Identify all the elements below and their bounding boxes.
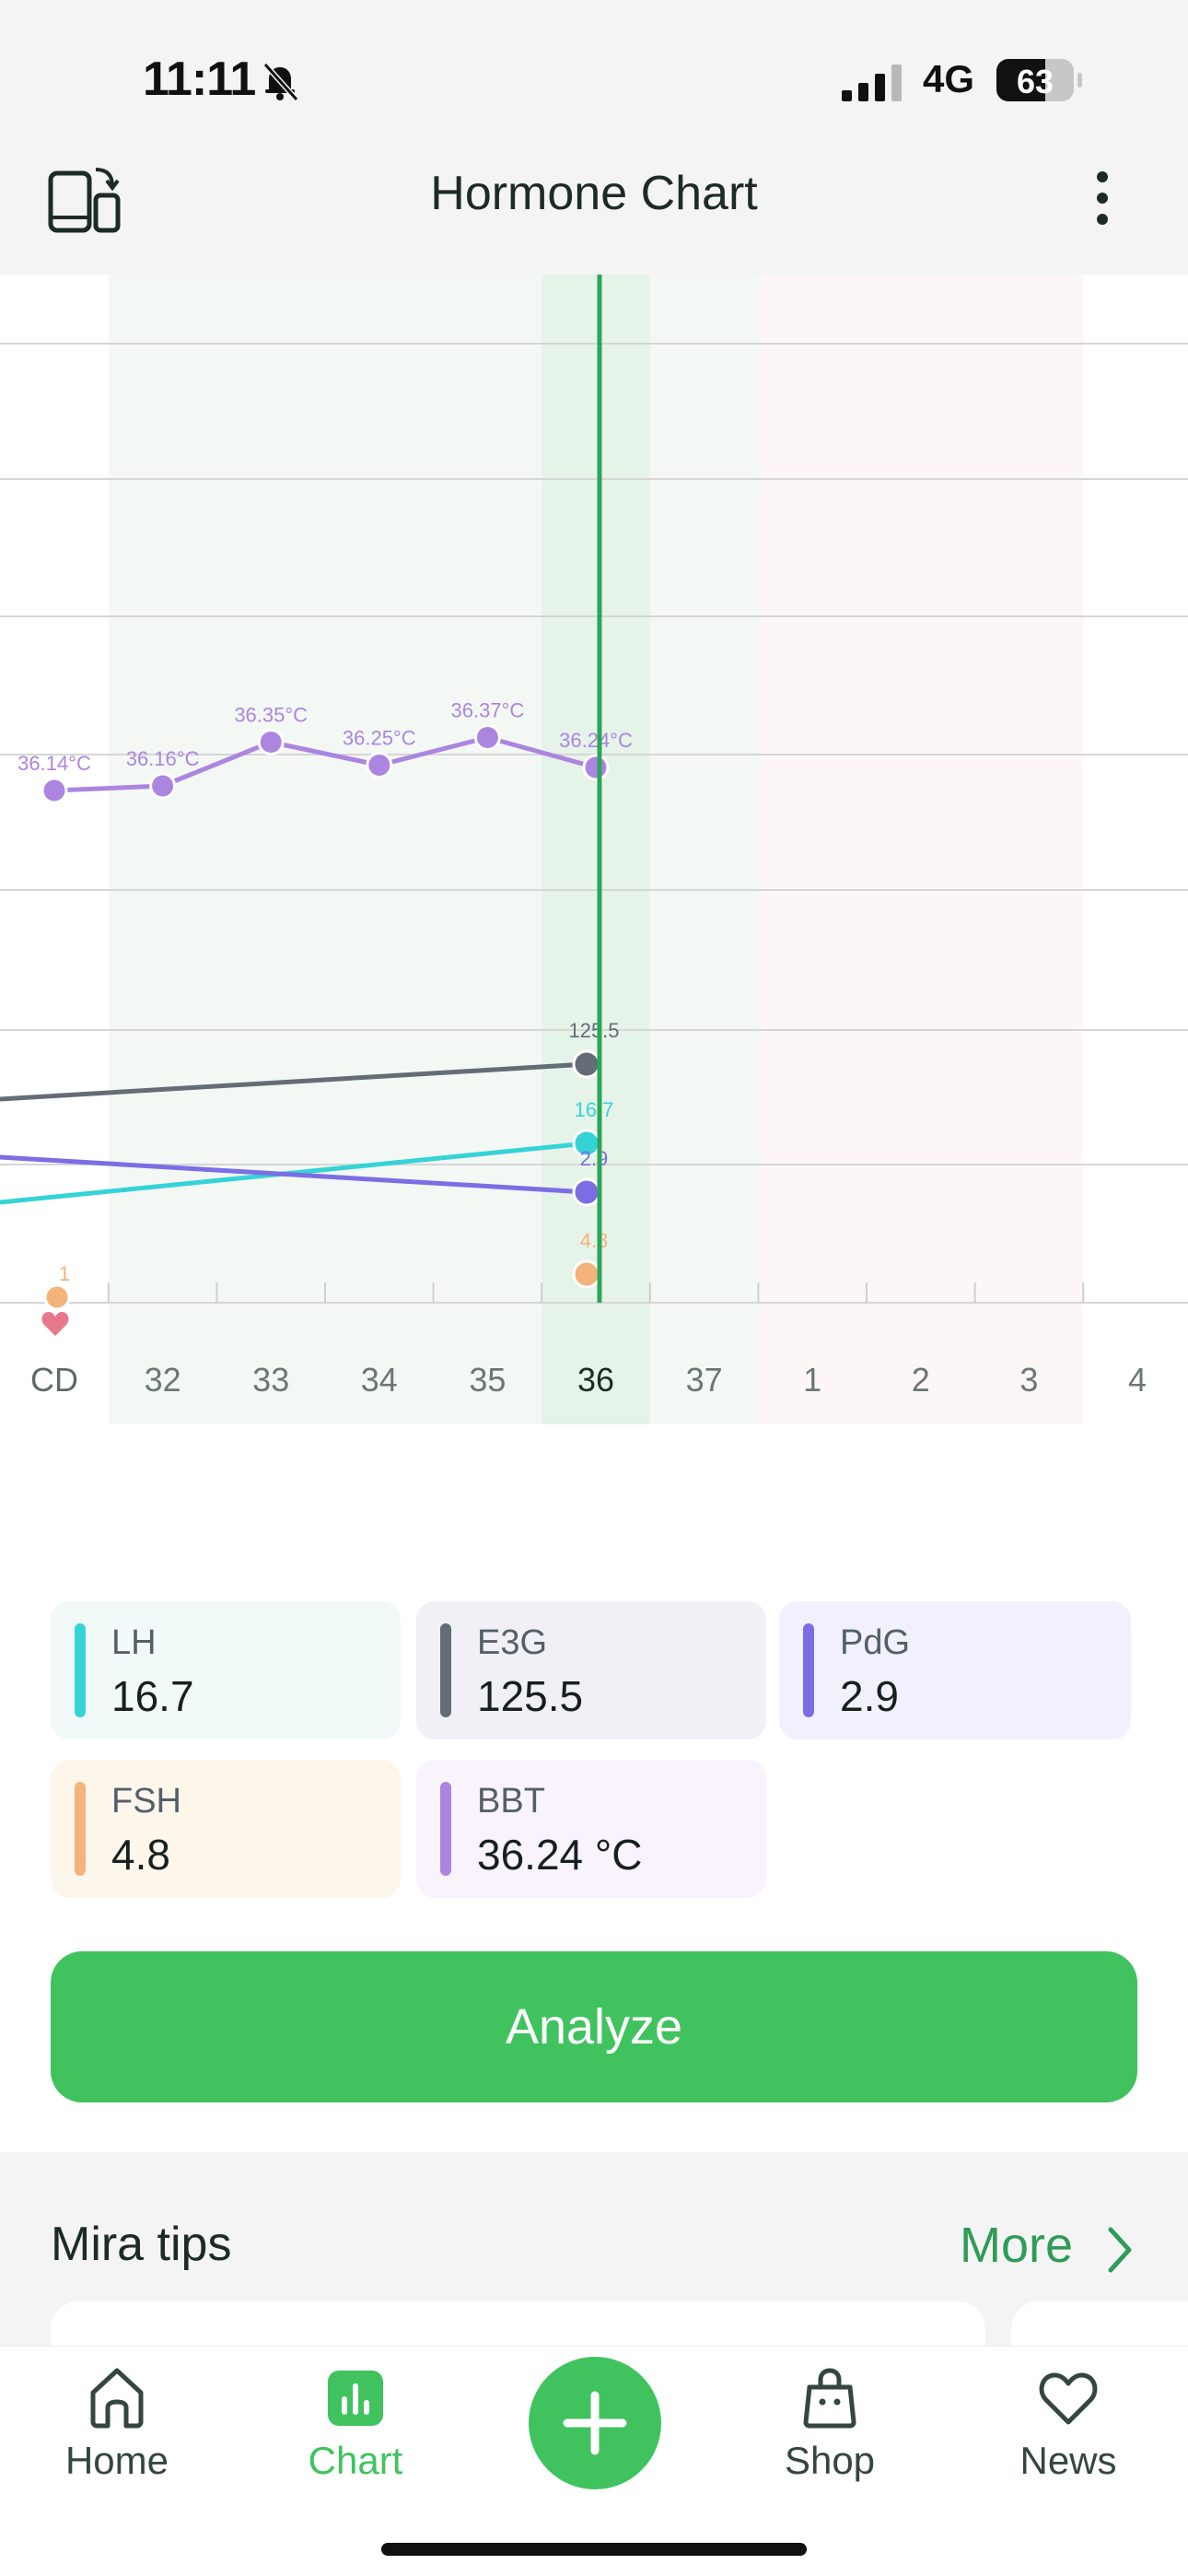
- hormone-chart[interactable]: 36.14°C 36.16°C 36.35°C 36.25°C 36.37°C 36.24…: [0, 275, 1188, 1424]
- e3g-card[interactable]: E3G 125.5: [416, 1601, 766, 1739]
- bbt-data-label: 36.35°C: [234, 704, 308, 727]
- cycle-day-label: 34: [361, 1361, 398, 1399]
- bbt-point: [366, 752, 393, 779]
- cycle-day-label: 36: [577, 1361, 614, 1399]
- e3g-card-name: E3G: [477, 1623, 548, 1662]
- status-time: 11:11: [143, 53, 256, 106]
- bbt-card-name: BBT: [477, 1782, 545, 1821]
- e3g-color-bar: [440, 1623, 451, 1717]
- cycle-day-label: 3: [1019, 1361, 1038, 1399]
- fsh-data-label: 4.8: [580, 1229, 609, 1252]
- bbt-card[interactable]: BBT 36.24 °C: [416, 1760, 766, 1898]
- analyze-button[interactable]: Analyze: [51, 1951, 1137, 2102]
- selected-day-band: [542, 275, 650, 1424]
- bbt-point: [149, 772, 177, 800]
- bbt-point: [473, 724, 501, 751]
- heart-icon: [1039, 2372, 1098, 2425]
- e3g-series-line: [0, 1061, 588, 1102]
- tab-news-label: News: [1019, 2439, 1117, 2482]
- hormone-chart-svg[interactable]: 36.14°C 36.16°C 36.35°C 36.25°C 36.37°C 36.24…: [0, 275, 1188, 1424]
- bbt-data-label: 36.14°C: [17, 752, 91, 775]
- bbt-data-label: 36.24°C: [559, 729, 633, 752]
- top-bar: 11:11 4G 63 Hormone Chart: [0, 0, 1188, 275]
- bell-off-icon: [262, 62, 299, 102]
- battery-icon: 63: [996, 59, 1082, 101]
- fertile-window-band: [108, 275, 759, 1424]
- home-indicator: [381, 2543, 807, 2556]
- chart-icon: [328, 2371, 383, 2426]
- tips-more-link[interactable]: More: [960, 2218, 1074, 2273]
- fsh-card-value: 4.8: [111, 1831, 170, 1879]
- bbt-point: [257, 729, 285, 755]
- e3g-point: [572, 1049, 601, 1079]
- signal-icon: [842, 64, 902, 101]
- bbt-series-line: [53, 735, 597, 793]
- cycle-day-label: 33: [252, 1361, 289, 1399]
- tab-shop-label: Shop: [784, 2439, 876, 2482]
- cycle-day-label: 32: [145, 1361, 181, 1399]
- cycle-day-label: 2: [912, 1361, 930, 1399]
- cycle-day-label: 35: [469, 1361, 506, 1399]
- tab-news[interactable]: News: [976, 2347, 1160, 2531]
- period-band: [758, 275, 1084, 1424]
- bbt-card-value: 36.24 °C: [477, 1831, 643, 1879]
- bbt-color-bar: [440, 1782, 451, 1876]
- lh-data-label: 16.7: [575, 1098, 614, 1121]
- rotate-screen-icon[interactable]: [48, 164, 122, 234]
- e3g-data-label: 125.5: [568, 1019, 619, 1042]
- bbt-data-label: 36.16°C: [126, 747, 200, 770]
- tab-chart[interactable]: Chart: [263, 2347, 448, 2531]
- tab-chart-label: Chart: [308, 2439, 403, 2482]
- plus-icon: [563, 2391, 627, 2455]
- fsh-point: [43, 1283, 71, 1311]
- lh-card-value: 16.7: [111, 1672, 194, 1720]
- battery-level: 63: [1016, 63, 1054, 100]
- pdg-data-label: 2.9: [580, 1147, 609, 1170]
- home-icon: [90, 2368, 144, 2429]
- tab-home-label: Home: [64, 2439, 169, 2482]
- cycle-day-prefix: CD: [30, 1361, 78, 1399]
- page-title: Hormone Chart: [430, 167, 758, 220]
- cycle-day-label: 4: [1128, 1361, 1147, 1399]
- lh-card-name: LH: [111, 1623, 157, 1662]
- fsh-card-name: FSH: [111, 1782, 181, 1821]
- cycle-day-label: 37: [686, 1361, 723, 1399]
- bbt-data-label: 36.37°C: [451, 699, 525, 722]
- bbt-point: [41, 777, 68, 804]
- fsh-card[interactable]: FSH 4.8: [51, 1760, 401, 1898]
- e3g-card-value: 125.5: [477, 1672, 584, 1720]
- mira-tips-section: Mira tips More: [0, 2152, 1188, 2375]
- chevron-right-icon[interactable]: [1101, 2222, 1138, 2277]
- cycle-day-label: 1: [803, 1361, 821, 1399]
- pdg-series-line: [0, 1154, 588, 1195]
- tab-home[interactable]: Home: [25, 2347, 209, 2531]
- fsh-point: [572, 1259, 601, 1289]
- pdg-point: [572, 1177, 601, 1207]
- bbt-point: [582, 754, 610, 781]
- fsh-color-bar: [75, 1782, 86, 1876]
- lh-card[interactable]: LH 16.7: [51, 1601, 401, 1739]
- marker-label: 1: [59, 1262, 70, 1285]
- pdg-color-bar: [803, 1623, 814, 1717]
- tips-title: Mira tips: [51, 2218, 232, 2271]
- shopping-bag-icon: [803, 2368, 856, 2429]
- tab-shop[interactable]: Shop: [738, 2347, 922, 2531]
- pdg-card-value: 2.9: [840, 1672, 899, 1720]
- more-options-icon[interactable]: [1087, 170, 1118, 227]
- pdg-card[interactable]: PdG 2.9: [779, 1601, 1131, 1739]
- lh-color-bar: [75, 1623, 86, 1717]
- network-type: 4G: [923, 57, 975, 100]
- heart-icon: [41, 1312, 69, 1336]
- pdg-card-name: PdG: [840, 1623, 911, 1662]
- bbt-data-label: 36.25°C: [343, 727, 416, 750]
- add-log-button[interactable]: [529, 2357, 661, 2489]
